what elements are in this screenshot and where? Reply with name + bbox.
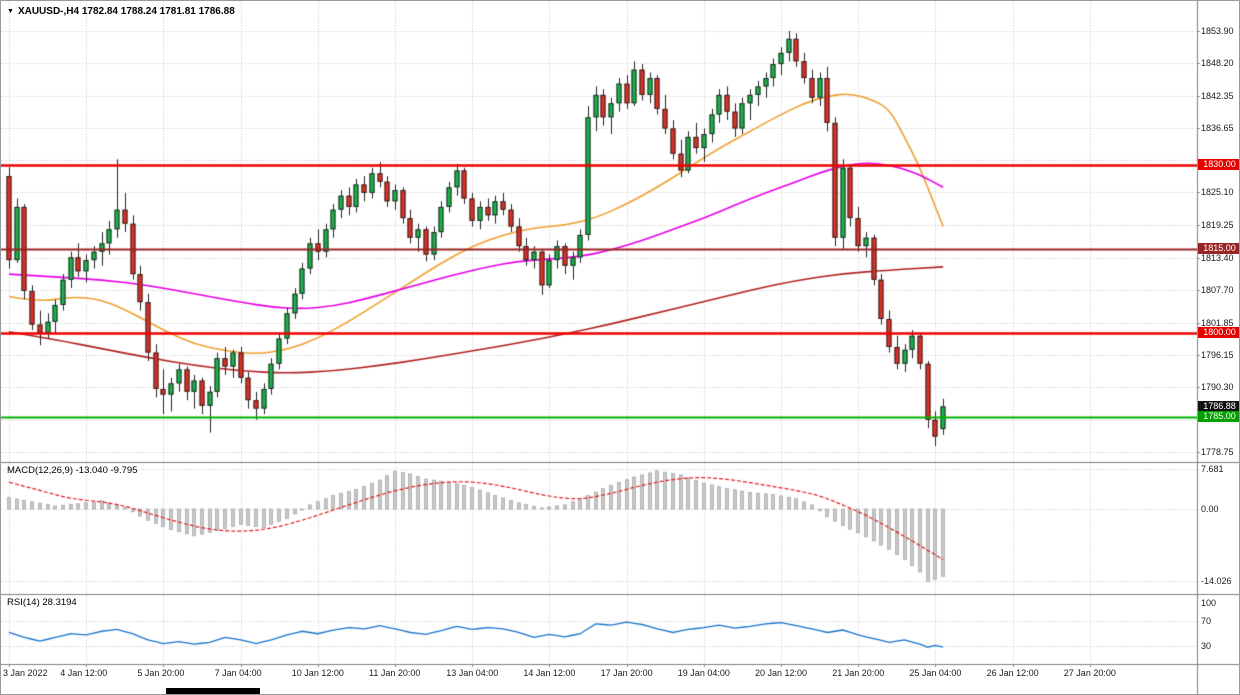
macd-tick-label: 7.681: [1201, 464, 1224, 475]
time-axis-label: 7 Jan 04:00: [214, 668, 262, 678]
time-axis-label: 19 Jan 04:00: [677, 668, 730, 678]
price-tick-label: 1848.20: [1201, 57, 1234, 68]
time-axis-label: 4 Jan 12:00: [60, 668, 108, 678]
macd-indicator-label: MACD(12,26,9) -13.040 -9.795: [7, 465, 138, 476]
time-axis-label: 11 Jan 20:00: [369, 668, 421, 678]
price-tick-label: 1825.10: [1201, 187, 1234, 198]
rsi-indicator-label: RSI(14) 28.3194: [7, 597, 77, 608]
time-axis-label: 5 Jan 20:00: [137, 668, 185, 678]
time-axis-label: 25 Jan 04:00: [909, 668, 962, 678]
rsi-tick-label: 30: [1201, 641, 1212, 651]
price-tick-label: 1807.70: [1201, 284, 1234, 295]
symbol-ohlc-line: ▼ XAUUSD-,H4 1782.84 1788.24 1781.81 178…: [7, 6, 235, 17]
rsi-tick-label: 100: [1201, 598, 1217, 608]
time-axis-label: 26 Jan 12:00: [986, 668, 1039, 678]
price-badge-resistance-1830: 1830.00: [1198, 159, 1239, 171]
price-badge-current-price: 1786.88: [1198, 400, 1239, 412]
symbol-dropdown-icon[interactable]: ▼: [7, 7, 14, 15]
time-axis-label: 20 Jan 12:00: [755, 668, 808, 678]
price-tick-label: 1819.25: [1201, 220, 1234, 231]
symbol-ohlc-text: XAUUSD-,H4 1782.84 1788.24 1781.81 1786.…: [17, 6, 235, 17]
price-tick-label: 1790.30: [1201, 382, 1234, 393]
price-tick-label: 1836.65: [1201, 122, 1234, 133]
time-axis-label: 13 Jan 04:00: [446, 668, 499, 678]
time-axis-label: 27 Jan 20:00: [1063, 668, 1116, 678]
price-tick-label: 1842.35: [1201, 90, 1234, 101]
macd-tick-label: 0.00: [1201, 504, 1219, 514]
time-axis-label: 10 Jan 12:00: [291, 668, 344, 678]
price-tick-label: 1813.40: [1201, 252, 1234, 263]
time-axis-label: 21 Jan 20:00: [832, 668, 885, 678]
time-axis-label: 17 Jan 20:00: [600, 668, 653, 678]
time-axis-label: 3 Jan 2022: [3, 668, 48, 678]
price-tick-label: 1801.85: [1201, 317, 1234, 328]
macd-tick-label: -14.026: [1201, 576, 1232, 587]
price-badge-level-1800: 1800.00: [1198, 327, 1239, 339]
rsi-tick-label: 70: [1201, 616, 1212, 627]
price-tick-label: 1853.90: [1201, 26, 1234, 36]
price-tick-label: 1796.15: [1201, 349, 1234, 360]
bottom-black-strip: [166, 688, 260, 694]
price-badge-support-1785: 1785.00: [1198, 411, 1239, 423]
price-tick-label: 1778.75: [1201, 446, 1234, 457]
price-badge-level-1815: 1815.00: [1198, 243, 1239, 255]
time-axis-label: 14 Jan 12:00: [523, 668, 576, 678]
